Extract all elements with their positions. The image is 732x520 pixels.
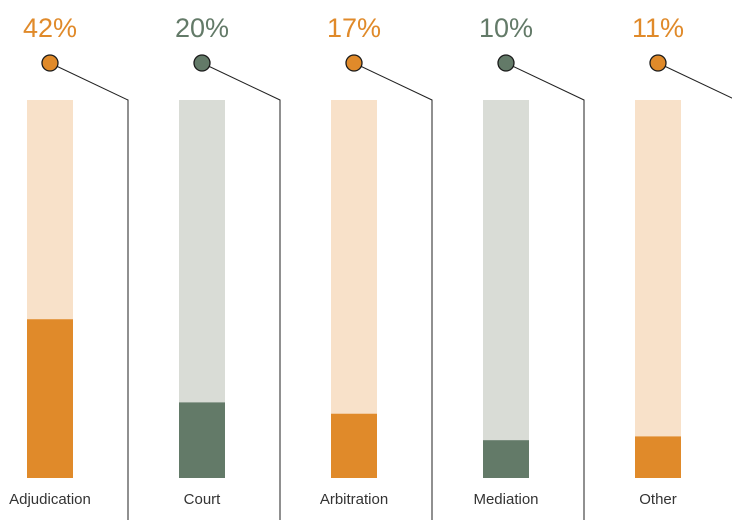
connector-line-other (657, 62, 732, 99)
connector-line-mediation (505, 62, 585, 520)
value-label-arbitration: 17% (327, 13, 381, 43)
marker-dot-mediation (497, 54, 515, 72)
value-label-other: 11% (632, 13, 684, 43)
category-label-other: Other (639, 491, 677, 508)
bar-track-mediation (483, 100, 529, 478)
category-label-mediation: Mediation (473, 491, 538, 508)
bar-adjudication (27, 319, 73, 478)
value-label-adjudication: 42% (23, 13, 77, 43)
category-label-arbitration: Arbitration (320, 491, 388, 508)
value-label-mediation: 10% (479, 13, 533, 43)
category-label-court: Court (184, 491, 222, 508)
bar-track-other (635, 100, 681, 478)
marker-dot-adjudication (41, 54, 59, 72)
connector-line-arbitration (353, 62, 433, 520)
chart-marks: 42% Adjudication 20% Court 17% Arbitration 10%… (9, 13, 732, 520)
marker-dot-other (649, 54, 667, 72)
value-label-court: 20% (175, 13, 229, 43)
marker-dot-court (193, 54, 211, 72)
bar-mediation (483, 440, 529, 478)
connector-line-adjudication (49, 62, 129, 520)
bar-other (635, 436, 681, 478)
marker-dot-arbitration (345, 54, 363, 72)
bar-arbitration (331, 413, 377, 478)
bar-court (179, 402, 225, 478)
connector-line-court (201, 62, 281, 520)
category-label-adjudication: Adjudication (9, 491, 91, 508)
